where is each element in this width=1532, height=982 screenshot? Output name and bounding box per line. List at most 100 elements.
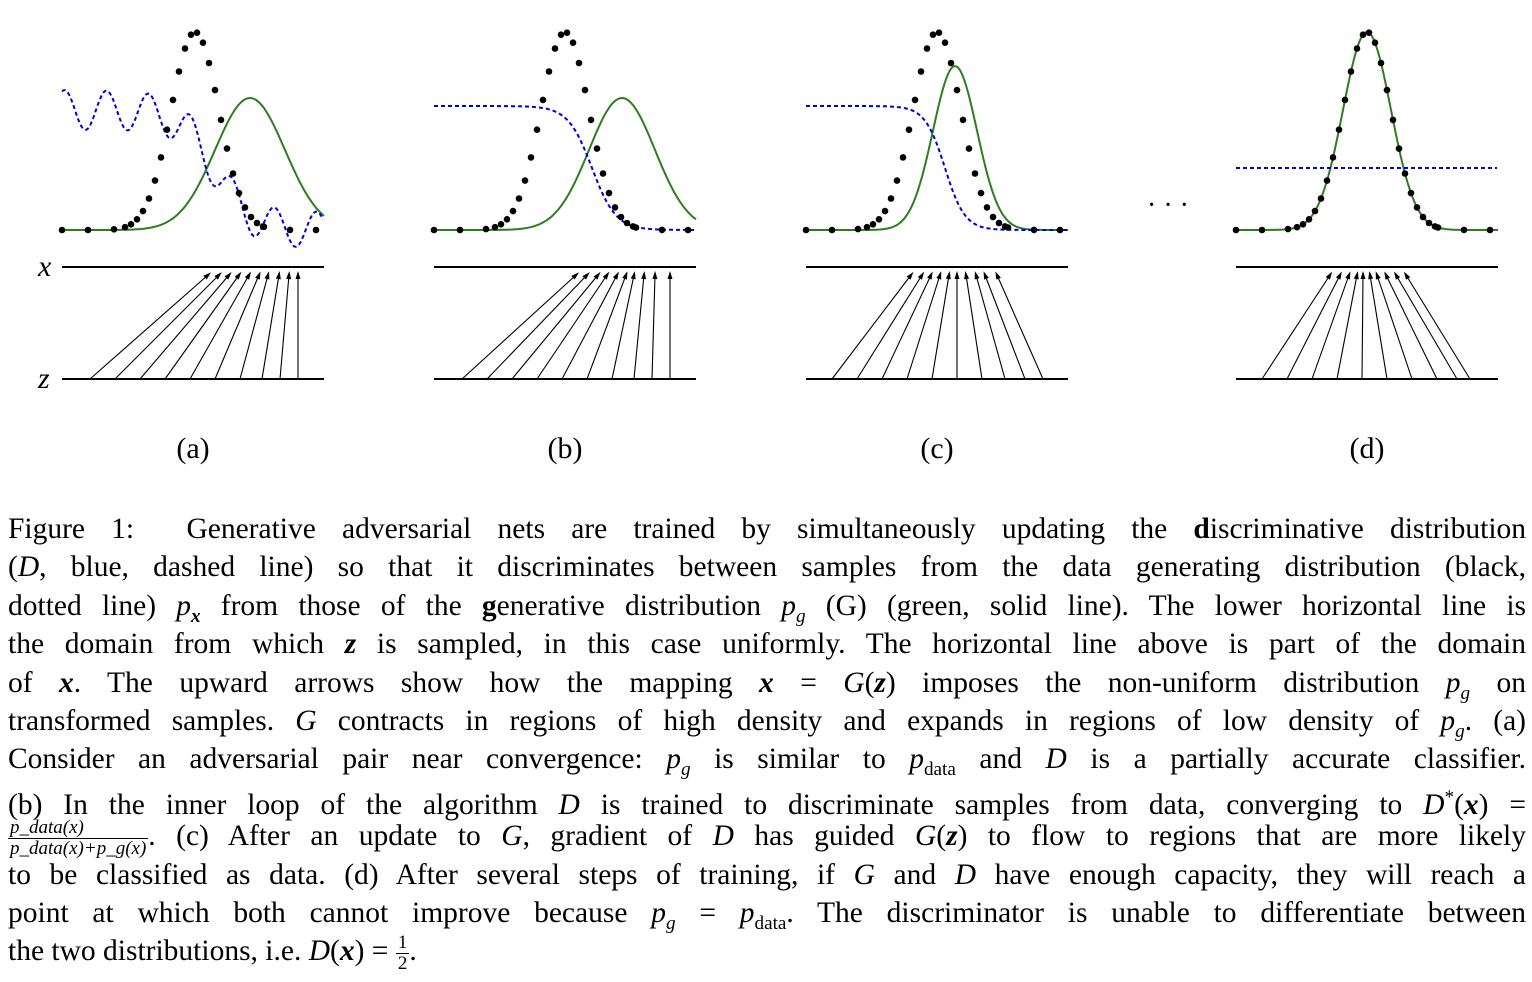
mapping-arrowhead [295,271,301,279]
data-density-dot [881,207,889,215]
data-density-dot [169,96,177,104]
mapping-arrow [486,274,588,380]
data-density-dot [223,145,231,152]
data-density-dot [205,59,213,67]
data-density-dot [977,189,985,197]
mapping-arrowhead [255,271,261,280]
data-density-dot [157,154,165,161]
data-density-dot [965,145,973,152]
data-density-dot [605,189,613,197]
data-density-dot [1383,86,1391,94]
mapping-arrowhead [582,272,590,280]
data-density-dot [247,213,255,221]
data-density-dot [497,221,505,228]
mapping-arrowhead [917,271,925,280]
data-density-dot [1389,116,1397,124]
mapping-arrowhead [571,272,579,280]
panel-label-a: (a) [176,432,209,465]
data-density-dot [527,154,535,161]
data-density-dot [587,116,595,124]
mapping-arrow [1336,274,1358,380]
generator-curve-c [806,65,1068,231]
data-density-dot [127,221,135,228]
data-density-dot [893,177,901,184]
data-density-dot [187,31,195,38]
mapping-arrowhead [214,272,222,280]
data-density-dot [1293,223,1301,231]
data-density-dot [658,226,666,234]
mapping-arrow [1261,274,1331,380]
mapping-arrow [139,274,230,380]
mapping-arrow [975,274,1006,380]
generator-curve-a [62,96,325,231]
data-density-dot [211,86,219,94]
data-density-dot [1329,154,1337,161]
data-density-dot [133,216,141,223]
data-density-dot [599,170,607,177]
mapping-arrowhead [1353,271,1359,280]
mapping-arrowhead [906,271,914,280]
mapping-arrow [1405,274,1471,380]
mapping-arrowhead [983,271,989,280]
data-density-dot [623,219,631,227]
data-density-dot [199,39,207,46]
mapping-arrowhead [1375,271,1381,280]
mapping-arrow [831,274,912,380]
panel-label-d: (d) [1350,432,1385,465]
data-density-dot [286,226,294,234]
data-density-dot [253,219,261,227]
mapping-arrow [239,274,269,380]
data-density-dot [941,39,949,46]
caption-line: (D, blue, dashed line) so that it discri… [8,551,1526,584]
data-density-dot [1347,68,1355,75]
data-density-dot [947,59,955,67]
mapping-arrow [906,274,941,380]
data-density-dot [1413,204,1421,211]
data-density-dot [1425,219,1433,227]
mapping-arrowhead [1393,271,1401,280]
data-density-dot [456,226,464,234]
data-density-dot [84,226,92,234]
discriminator-curve-a [61,89,324,248]
mapping-arrow [261,274,280,380]
data-density-dot [899,154,907,161]
mapping-arrowhead [974,271,980,280]
panel-label-b: (b) [548,432,583,465]
data-density-dot [1460,226,1468,234]
mapping-arrow [1376,274,1413,380]
mapping-arrowhead [264,271,270,280]
caption-line: of x. The upward arrows show how the map… [8,666,1527,704]
z-axis-label: z [37,362,50,395]
figure-label: Figure 1: [8,513,135,545]
mapping-arrow [965,274,983,380]
mapping-arrow [461,274,577,380]
mapping-arrowhead [964,271,970,280]
data-density-dot [1341,96,1349,104]
mapping-arrowhead [667,271,673,279]
data-density-dot [632,224,640,231]
data-density-dot [581,86,589,94]
mapping-arrowhead [286,271,292,280]
mapping-arrow [611,274,635,380]
data-density-dot [533,126,541,133]
mapping-arrowhead [244,271,251,280]
data-density-dot [539,96,547,104]
caption-line: p_data(x) p_data(x)+p_g(x). (c) After an … [8,816,1526,859]
data-density-dot [953,86,961,94]
data-density-dot [229,170,237,177]
caption-line: point at which both cannot improve becau… [8,896,1526,934]
data-density-dot [611,204,619,211]
ellipsis: · · · [1147,190,1189,221]
mapping-arrow [1395,274,1458,380]
mapping-arrowhead [203,272,212,280]
discriminator-curve-b [434,105,695,231]
data-density-dot [503,216,511,223]
caption-line: (b) In the inner loop of the algorithm D… [8,786,1526,821]
data-density-dot [58,226,66,234]
mapping-arrow [996,274,1044,380]
discriminator-curve-c [806,105,1067,231]
mapping-arrow [1385,274,1438,380]
data-density-dot [1056,226,1064,234]
mapping-arrowhead [1335,271,1342,280]
mapping-arrow [561,274,618,380]
